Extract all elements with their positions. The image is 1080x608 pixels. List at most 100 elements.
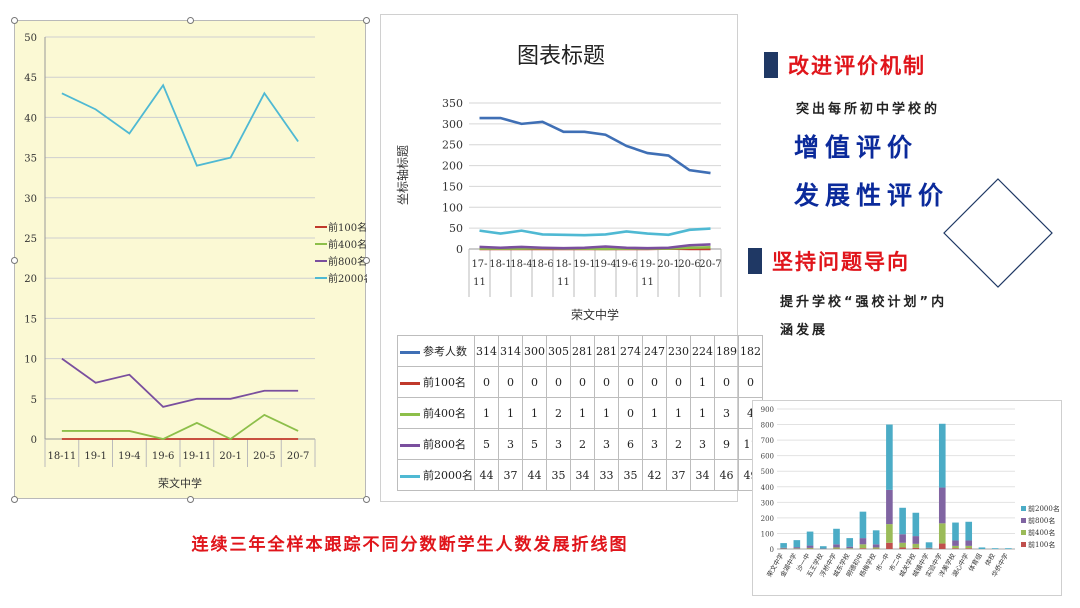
bar-segment [938,487,946,524]
bar-segment [938,523,946,544]
x-tick-label: 11 [473,277,486,288]
legend-key [1021,530,1026,535]
x-axis-title: 荣文中学 [158,476,202,490]
bar-segment [899,547,906,549]
left-line-chart[interactable]: 0 5 10 15 20 25 30 35 40 45 50 18-11 19-1 19-4 19-6 19-… [11,17,373,503]
x-tick-label: 20-5 [253,451,275,462]
legend-label: 前800名 [423,438,466,451]
series-line [479,227,711,237]
table-cell: 37 [666,459,691,491]
bar-chart-svg: 0100200300400500600700800900荣文中学金湖中学沙一中五… [761,406,1060,579]
bar-segment [1005,548,1012,549]
table-cell: 9 [714,428,739,460]
x-tick-label: 19-11 [182,451,211,462]
table-cell: 0 [714,366,739,398]
x-axis-title: 荣文中学 [571,307,619,322]
x-tick-label: 体育组 [966,551,984,573]
y-tick-label: 15 [24,314,37,325]
y-tick-label: 5 [31,395,37,406]
resize-handle[interactable] [363,257,370,264]
x-tick-label: 19-4 [594,259,616,270]
x-tick-label: 19-4 [118,451,140,462]
table-row: 前800名 5 3 5 3 2 3 6 3 2 3 9 11 [397,428,763,460]
table-cell: 182 [738,335,763,367]
table-row: 前2000名 44 37 44 35 34 33 35 42 37 34 46 49 [397,459,763,491]
resize-handle[interactable] [187,496,194,503]
legend-label: 前400名 [1028,528,1055,537]
x-tick-label: 17- [471,259,487,270]
y-tick-label: 50 [449,222,463,235]
x-tick-label: 19- [639,259,655,270]
legend-label: 前100名 [1028,540,1055,549]
y-tick-label: 0 [770,546,774,554]
bar-segment [965,521,973,541]
table-cell: 1 [474,397,499,429]
legend-key [400,350,420,354]
middle-chart-svg: 图表标题坐标轴标题05010015020025030035017-1118-11… [395,44,722,322]
table-cell: 0 [666,366,691,398]
legend-key [400,443,420,447]
x-tick-label: 20-7 [699,259,721,270]
table-cell: 35 [546,459,571,491]
series-line [61,357,299,408]
bar-segment [859,538,867,545]
bar-segment [899,542,906,548]
legend-label: 前800名 [328,255,367,268]
table-cell: 3 [690,428,715,460]
chart-title: 图表标题 [517,44,605,69]
bar-segment [952,548,959,549]
bar-segment [978,547,986,549]
table-cell: 3 [498,428,523,460]
y-tick-label: 250 [442,139,463,152]
bar-segment [872,530,880,545]
table-cell: 42 [642,459,667,491]
table-cell: 1 [498,397,523,429]
y-tick-label: 30 [24,194,37,205]
series-line [61,413,299,441]
x-tick-label: 11 [557,277,570,288]
table-cell: 2 [546,397,571,429]
bar-segment [952,540,959,546]
resize-handle[interactable] [363,496,370,503]
table-cell: 5 [474,428,499,460]
table-cell: 314 [474,335,499,367]
bar-segment [899,534,906,543]
resize-handle[interactable] [363,17,370,24]
x-tick-label: 18-1 [489,259,511,270]
bar-segment [872,547,880,549]
resize-handle[interactable] [187,17,194,24]
bar-segment [886,524,893,543]
table-cell: 1 [522,397,547,429]
resize-handle[interactable] [11,17,18,24]
bar-segment [780,543,787,548]
bar-segment [938,423,946,488]
resize-handle[interactable] [11,257,18,264]
y-tick-label: 400 [761,484,774,492]
bar-segment [846,546,854,549]
bar-segment [846,538,854,547]
resize-handle[interactable] [11,496,18,503]
table-row: 前400名 1 1 1 2 1 1 0 1 1 1 3 4 [397,397,763,429]
stacked-bar-chart[interactable]: 0 100 200 300 400 500 600 700 800 900 荣文中学 金湖中学 沙一中五… [752,400,1062,596]
y-tick-label: 300 [761,499,774,507]
middle-line-chart[interactable]: 图表标题 坐标轴标题 0 50 100 150 200 250 300 350 17- 11 18-1 1… [380,14,763,502]
y-tick-label: 20 [24,274,37,285]
bar-segment [819,546,827,549]
legend-label: 参考人数 [423,345,467,358]
bar-segment [899,507,906,535]
bar-segment [806,547,814,549]
y-tick-label: 500 [761,468,774,476]
table-cell: 34 [690,459,715,491]
section1-heading: 改进评价机制 [764,50,926,80]
table-cell: 1 [570,397,595,429]
table-cell: 274 [618,335,643,367]
y-tick-label: 200 [761,515,774,523]
table-cell: 1 [642,397,667,429]
table-cell: 1 [690,366,715,398]
bar-segment [872,544,880,548]
y-tick-label: 150 [442,180,463,193]
y-tick-label: 50 [24,33,37,44]
heading-bar-icon [764,52,778,78]
table-cell: 33 [594,459,619,491]
table-row-header: 前2000名 [397,459,475,491]
